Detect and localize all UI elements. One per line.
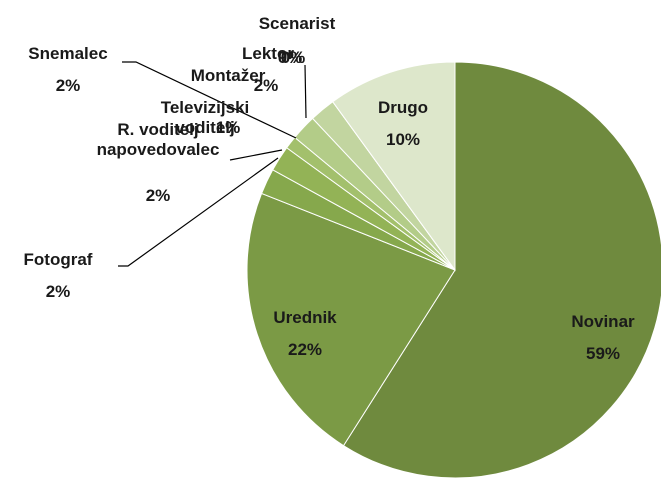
pie-slice <box>342 61 661 479</box>
slice-value-label: 1% <box>215 118 241 137</box>
pie-slice <box>332 61 456 272</box>
slice-value-label: 2% <box>253 76 279 95</box>
slice-value-label: 2% <box>145 186 171 205</box>
slice-name: Urednik <box>273 308 337 327</box>
slice-value-label: 0% <box>280 48 306 67</box>
slice-value-label: 2% <box>55 76 81 95</box>
slice-name: Novinar <box>571 312 635 331</box>
slice-name: R. voditelj napovedovalec <box>96 120 220 159</box>
slice-name: Drugo <box>377 98 429 117</box>
slice-value-label: 0% <box>277 48 303 67</box>
slice-value-label: 22% <box>287 340 323 359</box>
slice-name: Televizijski voditelj <box>160 98 250 137</box>
slice-name: Scenarist <box>258 14 336 33</box>
leader-line <box>229 149 283 161</box>
slice-name: Fotograf <box>23 250 93 269</box>
leader-line <box>122 61 297 139</box>
leader-line <box>118 157 279 267</box>
slice-name: Snemalec <box>28 44 108 63</box>
slice-value-label: 10% <box>385 130 421 149</box>
slice-value-label: 2% <box>45 282 71 301</box>
slice-name: Montažer <box>190 66 266 85</box>
pie-slice <box>246 192 456 447</box>
slice-value-label: 59% <box>585 344 621 363</box>
slice-name: Lektor <box>242 44 294 63</box>
leader-line <box>304 64 307 119</box>
